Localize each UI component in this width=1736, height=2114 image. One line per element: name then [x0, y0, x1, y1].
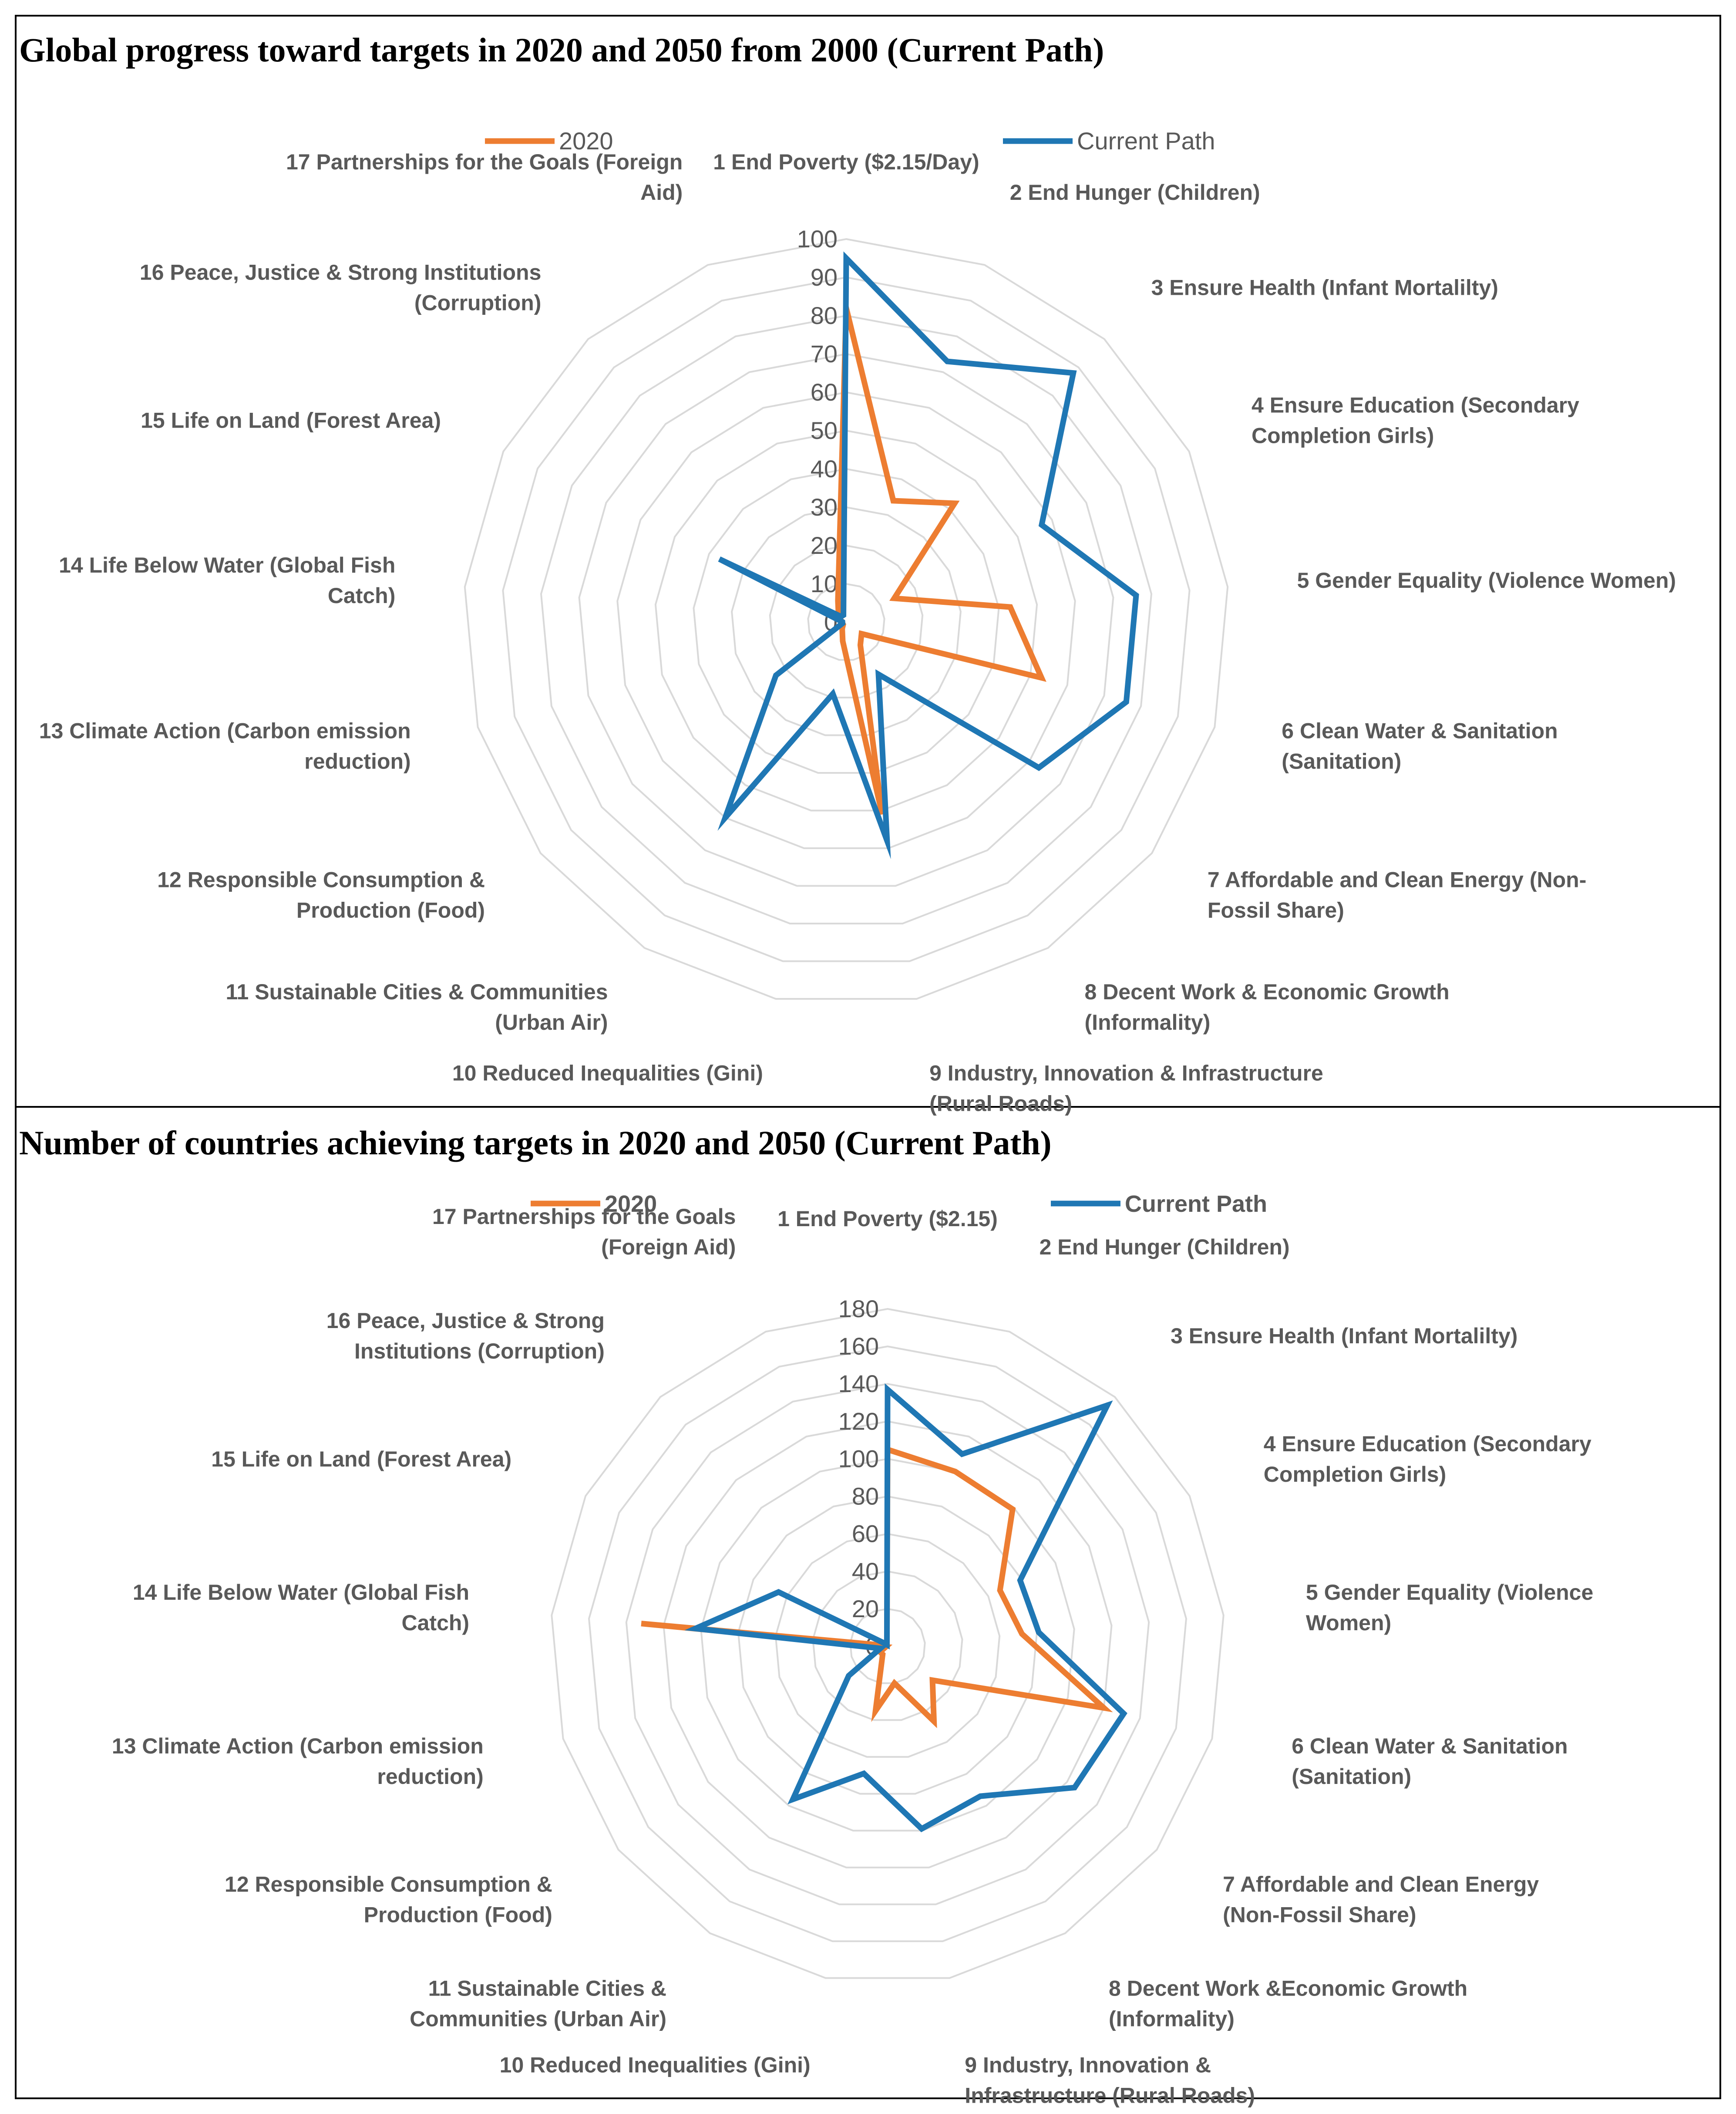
category-label: 17 Partnerships for the Goals (Foreign Ai…: [286, 150, 683, 205]
category-label: 11 Sustainable Cities & Communities (Urba…: [225, 980, 608, 1035]
grid-ring: [693, 468, 1000, 774]
series-line-2020: [835, 287, 1046, 815]
grid-ring: [654, 429, 1038, 812]
category-label: 7 Affordable and Clean Energy (Non-Fossi…: [1208, 868, 1586, 923]
category-label: 5 Gender Equality (Violence Women): [1306, 1580, 1593, 1635]
grid-ring: [540, 314, 1153, 924]
tick-label: 10: [811, 570, 838, 597]
tick-label: 180: [838, 1295, 879, 1322]
legend: 2020 Current Path: [485, 127, 1215, 155]
grid-ring: [551, 1308, 1225, 1979]
grid-ring: [663, 1420, 1113, 1868]
category-label: 14 Life Below Water (Global Fish Catch): [133, 1580, 469, 1635]
chart-title: Number of countries achieving targets in…: [19, 1124, 1052, 1162]
category-label: 10 Reduced Inequalities (Gini): [500, 2053, 811, 2077]
tick-label: 100: [838, 1445, 879, 1472]
grid-ring: [769, 544, 924, 698]
tick-label: 20: [852, 1595, 879, 1622]
tick-label: 70: [811, 340, 838, 368]
category-label: 1 End Poverty ($2.15): [777, 1207, 998, 1231]
grid-ring: [502, 276, 1191, 962]
category-label: 13 Climate Action (Carbon emission reduct…: [112, 1734, 484, 1789]
category-label: 16 Peace, Justice & Strong Institutions (…: [326, 1308, 605, 1363]
legend-label: 2020: [559, 127, 613, 155]
legend-label: 2020: [605, 1191, 657, 1217]
category-label: 12 Responsible Consumption & Production (…: [157, 868, 485, 923]
grid-ring: [812, 1570, 963, 1721]
category-label: 15 Life on Land (Forest Area): [141, 408, 441, 432]
category-label: 15 Life on Land (Forest Area): [211, 1447, 511, 1471]
category-label: 9 Industry, Innovation & Infrastructure(…: [929, 1061, 1323, 1116]
category-label: 8 Decent Work &Economic Growth (Informali…: [1109, 1976, 1467, 2031]
category-label: 3 Ensure Health (Infant Mortalilty): [1151, 275, 1498, 300]
tick-label: 90: [811, 263, 838, 291]
grid-ring: [774, 1533, 1001, 1758]
grid-ring: [625, 1383, 1150, 1905]
tick-label: 40: [811, 455, 838, 482]
tick-label: 80: [811, 302, 838, 329]
chart-title: Global progress toward targets in 2020 a…: [19, 31, 1104, 69]
tick-label: 60: [811, 378, 838, 406]
tick-label: 120: [838, 1407, 879, 1435]
category-label: 8 Decent Work & Economic Growth (Informal…: [1085, 980, 1450, 1035]
grid-ring: [588, 1345, 1188, 1942]
category-label: 11 Sustainable Cities & Communities (Urba…: [410, 1976, 666, 2031]
category-label: 3 Ensure Health (Infant Mortalilty): [1171, 1324, 1517, 1348]
tick-label: 30: [811, 493, 838, 521]
category-label: 6 Clean Water & Sanitation (Sanitation): [1282, 719, 1558, 774]
legend-label: Current Path: [1077, 127, 1215, 155]
category-labels: 1 End Poverty ($2.15) 2 End Hunger (Child…: [112, 1204, 1593, 2107]
tick-label: 140: [838, 1370, 879, 1397]
tick-label: 100: [797, 225, 838, 253]
category-label: 16 Peace, Justice & Strong Institutions(…: [140, 260, 541, 315]
tick-label: 40: [852, 1558, 879, 1585]
category-label: 4 Ensure Education (Secondary Completion …: [1252, 393, 1579, 448]
tick-label: 50: [811, 417, 838, 444]
category-label: 6 Clean Water & Sanitation (Sanitation): [1292, 1734, 1568, 1789]
panel-global-progress: Global progress toward targets in 2020 a…: [15, 15, 1721, 1116]
legend: 2020 Current Path: [531, 1191, 1267, 1217]
category-label: 9 Industry, Innovation & Infrastructure (…: [965, 2053, 1255, 2108]
category-label: 13 Climate Action (Carbon emission reduct…: [39, 719, 411, 774]
grid-ring: [700, 1458, 1075, 1832]
category-label: 7 Affordable and Clean Energy (Non-Fossil…: [1223, 1872, 1539, 1927]
grid-ring: [578, 353, 1114, 887]
category-label: 14 Life Below Water (Global Fish Catch): [59, 553, 395, 608]
series-line-current-path: [717, 251, 1139, 860]
tick-label: 80: [852, 1483, 879, 1510]
category-label: 2 End Hunger (Children): [1010, 180, 1260, 205]
panel-countries-achieving: Number of countries achieving targets in…: [15, 1108, 1721, 2108]
tick-label: 20: [811, 532, 838, 559]
series-line-current-path: [684, 1383, 1127, 1833]
category-label: 12 Responsible Consumption & Production (…: [225, 1872, 552, 1927]
legend-label: Current Path: [1125, 1191, 1267, 1217]
category-label: 17 Partnerships for the Goals (Foreign Ai…: [432, 1204, 736, 1259]
category-label: 1 End Poverty ($2.15/Day): [713, 150, 979, 174]
tick-label: 60: [852, 1520, 879, 1548]
figure-frame: [15, 15, 1721, 2099]
category-label: 5 Gender Equality (Violence Women): [1297, 568, 1676, 593]
category-label: 10 Reduced Inequalities (Gini): [452, 1061, 763, 1085]
category-labels: 1 End Poverty ($2.15/Day) 2 End Hunger (C…: [39, 150, 1676, 1116]
category-label: 4 Ensure Education (Secondary Completion …: [1264, 1432, 1591, 1487]
category-label: 2 End Hunger (Children): [1040, 1235, 1290, 1259]
grid-ring: [464, 238, 1229, 1000]
tick-label: 160: [838, 1332, 879, 1360]
